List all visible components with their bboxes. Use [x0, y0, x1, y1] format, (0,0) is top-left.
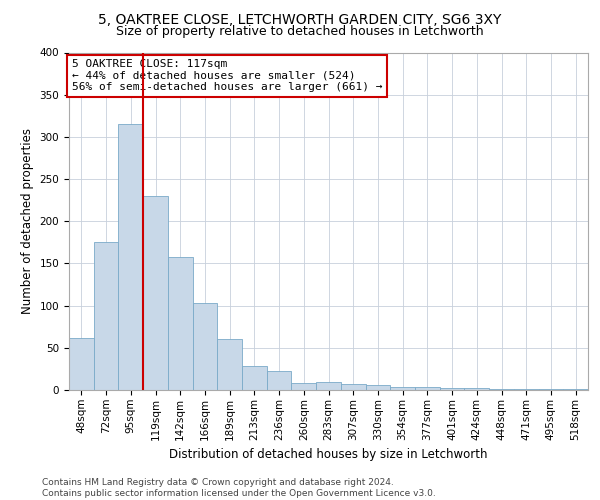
Bar	[267, 372, 292, 390]
Text: 5 OAKTREE CLOSE: 117sqm
← 44% of detached houses are smaller (524)
56% of semi-d: 5 OAKTREE CLOSE: 117sqm ← 44% of detache…	[71, 59, 382, 92]
Bar	[242, 366, 267, 390]
Bar	[193, 303, 217, 390]
Bar	[143, 196, 168, 390]
Text: Size of property relative to detached houses in Letchworth: Size of property relative to detached ho…	[116, 25, 484, 38]
Bar	[316, 382, 341, 390]
Bar	[69, 338, 94, 390]
Bar	[390, 386, 415, 390]
Bar	[489, 389, 514, 390]
Text: 5, OAKTREE CLOSE, LETCHWORTH GARDEN CITY, SG6 3XY: 5, OAKTREE CLOSE, LETCHWORTH GARDEN CITY…	[98, 12, 502, 26]
Bar	[415, 388, 440, 390]
Y-axis label: Number of detached properties: Number of detached properties	[21, 128, 34, 314]
Bar	[563, 389, 588, 390]
Bar	[539, 389, 563, 390]
Bar	[341, 384, 365, 390]
Bar	[292, 383, 316, 390]
Bar	[118, 124, 143, 390]
X-axis label: Distribution of detached houses by size in Letchworth: Distribution of detached houses by size …	[169, 448, 488, 461]
Bar	[365, 385, 390, 390]
Bar	[217, 338, 242, 390]
Bar	[168, 256, 193, 390]
Bar	[464, 388, 489, 390]
Text: Contains HM Land Registry data © Crown copyright and database right 2024.
Contai: Contains HM Land Registry data © Crown c…	[42, 478, 436, 498]
Bar	[514, 389, 539, 390]
Bar	[440, 388, 464, 390]
Bar	[94, 242, 118, 390]
